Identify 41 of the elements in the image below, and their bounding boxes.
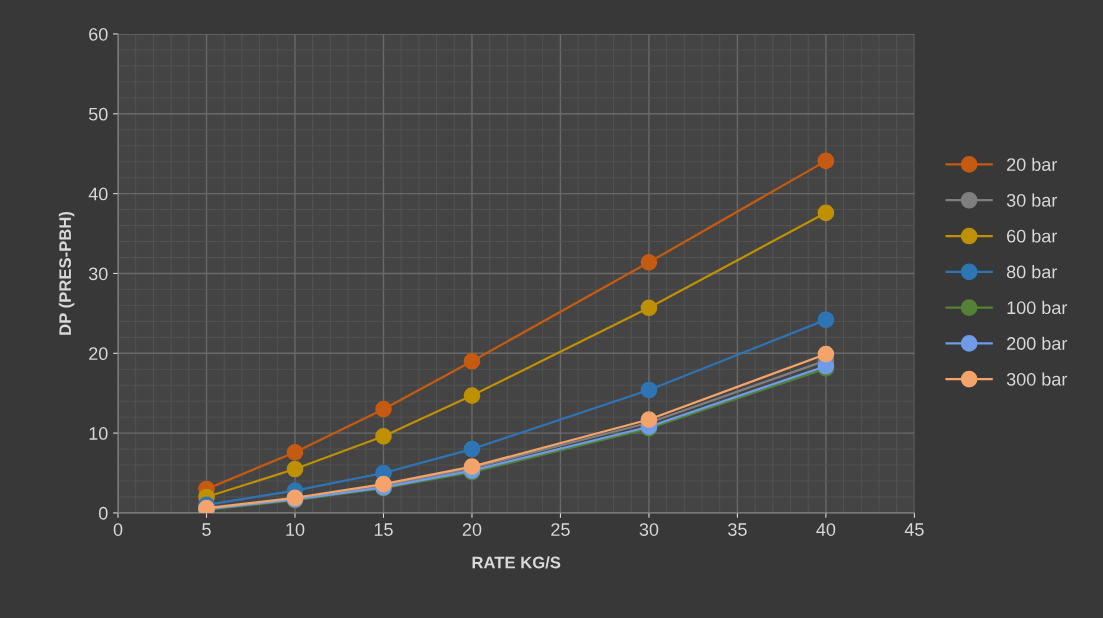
legend-label: 200 bar bbox=[1007, 336, 1068, 350]
legend-label: 80 bar bbox=[1006, 265, 1058, 279]
point bbox=[817, 345, 835, 363]
x-tick-label: 15 bbox=[374, 523, 393, 536]
x-tick-label: 10 bbox=[286, 523, 305, 536]
point bbox=[640, 299, 658, 317]
y-tick-label: 10 bbox=[89, 427, 108, 440]
y-tick-label: 40 bbox=[88, 187, 108, 201]
x-axis-title: RATE KG/S bbox=[472, 556, 561, 569]
point bbox=[640, 411, 658, 428]
x-tick-label: 30 bbox=[639, 523, 659, 536]
point bbox=[286, 460, 304, 478]
x-tick-label: 40 bbox=[816, 523, 836, 536]
legend-label: 30 bar bbox=[1006, 193, 1058, 207]
y-tick-label: 50 bbox=[88, 107, 108, 121]
y-tick-label: 60 bbox=[89, 27, 108, 41]
x-tick-label: 5 bbox=[202, 523, 211, 536]
x-tick-label: 25 bbox=[551, 523, 570, 536]
x-tick-label: 0 bbox=[113, 523, 123, 536]
point bbox=[463, 352, 481, 370]
x-tick-label: 45 bbox=[904, 523, 924, 536]
point bbox=[640, 381, 658, 399]
y-tick-label: 30 bbox=[88, 267, 108, 281]
y-axis-title: DP (PRES-PBH) bbox=[58, 211, 75, 335]
y-tick-label: 20 bbox=[89, 347, 108, 361]
point bbox=[463, 387, 481, 404]
x-tick-label: 35 bbox=[728, 523, 747, 536]
point bbox=[817, 311, 835, 329]
y-tick-label: 0 bbox=[98, 506, 108, 520]
x-tick-label: 20 bbox=[462, 523, 482, 536]
point bbox=[817, 204, 835, 222]
legend-label: 20 bar bbox=[1007, 157, 1058, 171]
point bbox=[463, 440, 481, 458]
legend-label: 300 bar bbox=[1006, 372, 1068, 386]
point bbox=[817, 152, 835, 170]
point bbox=[375, 400, 392, 418]
point bbox=[286, 443, 304, 461]
legend-label: 100 bar bbox=[1007, 300, 1068, 315]
point bbox=[375, 427, 392, 445]
legend-label: 60 bar bbox=[1007, 229, 1058, 243]
point bbox=[640, 253, 658, 271]
